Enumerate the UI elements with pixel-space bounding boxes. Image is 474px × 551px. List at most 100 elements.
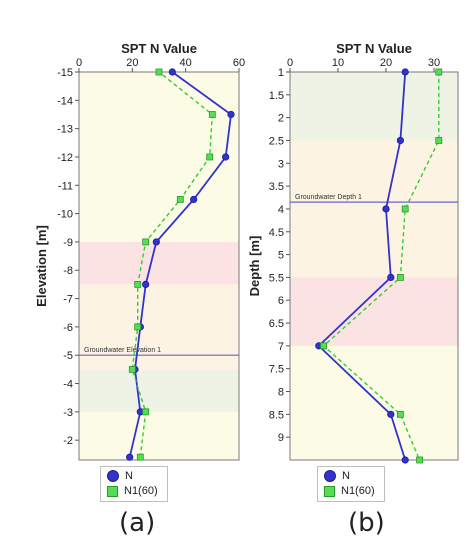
x-tick-label-0-0: 0 [76, 57, 82, 69]
y-tick-label-0-12: -14 [57, 95, 73, 107]
plot-frame-1 [289, 71, 459, 461]
caption-a: (a) [119, 508, 156, 538]
point-0-0-4 [142, 280, 150, 289]
y-tick-label-1-6: 4 [278, 204, 284, 216]
point-1-1-2 [401, 205, 409, 213]
point-0-0-5 [152, 238, 160, 246]
legend-b: N N1(60) [317, 466, 385, 502]
y-axis-label-0: Elevation [m] [34, 225, 49, 307]
point-1-1-6 [416, 456, 424, 464]
point-0-1-6 [176, 196, 184, 203]
y-tick-label-1-3: 2.5 [269, 135, 284, 147]
y-tick-label-1-10: 6 [278, 295, 284, 307]
groundwater-label-0: Groundwater Elevation 1 [84, 347, 161, 354]
point-0-1-5 [142, 238, 150, 246]
y-tick-label-1-12: 7 [278, 341, 284, 353]
y-tick-label-1-0: 1 [278, 67, 284, 79]
legend-b-entry-n: N [324, 470, 350, 482]
y-tick-label-0-6: -8 [63, 265, 73, 277]
y-tick-label-0-13: -15 [57, 67, 73, 79]
band-1-0 [290, 72, 458, 141]
legend-b-label-n: N [342, 470, 350, 482]
chart-1: SPT N Value 0 10 20 30 1 1.5 2 2.5 3 3.5 4 4.5 5 5.5 6 6… [247, 41, 459, 464]
y-tick-label-1-4: 3 [278, 158, 284, 170]
y-tick-label-0-9: -11 [58, 180, 73, 192]
y-axis-label-1: Depth [m] [247, 236, 262, 297]
point-0-1-1 [142, 408, 150, 416]
point-0-1-2 [128, 365, 136, 373]
y-tick-label-0-1: -3 [63, 407, 73, 419]
point-1-1-1 [435, 137, 443, 144]
band-0-0 [79, 411, 239, 460]
band-1-2 [290, 277, 458, 346]
point-0-1-8 [208, 111, 216, 118]
band-0-3 [79, 284, 239, 356]
x-tick-label-1-2: 20 [380, 57, 392, 69]
legend-a: N N1(60) [100, 466, 168, 502]
y-tick-label-1-14: 8 [278, 387, 284, 399]
x-tick-label-1-0: 0 [287, 57, 293, 69]
point-1-1-3 [396, 274, 404, 281]
band-0-1 [79, 369, 239, 412]
point-1-1-5 [396, 410, 404, 418]
band-0-5 [79, 72, 239, 242]
groundwater-label-1: Groundwater Depth 1 [295, 194, 362, 201]
caption-b: (b) [348, 508, 385, 538]
y-tick-label-0-5: -7 [63, 294, 73, 306]
y-tick-label-0-8: -10 [57, 209, 73, 221]
chart-title-1: SPT N Value [336, 41, 412, 56]
point-0-1-4 [134, 281, 142, 288]
y-tick-label-0-0: -2 [63, 435, 73, 447]
legend-a-marker-n160 [107, 485, 118, 497]
y-tick-label-0-4: -6 [63, 322, 73, 334]
legend-b-entry-n160: N1(60) [324, 485, 375, 497]
legend-a-entry-n160: N1(60) [107, 485, 158, 497]
point-0-0-0 [126, 453, 134, 461]
y-tick-label-1-2: 2 [278, 113, 284, 125]
x-tick-label-1-1: 10 [332, 57, 344, 69]
band-1-1 [290, 140, 458, 278]
y-tick-label-1-15: 8.5 [269, 409, 284, 421]
y-tick-label-0-3: -5 [63, 350, 73, 362]
point-0-0-9 [168, 68, 176, 76]
point-1-0-3 [387, 273, 395, 282]
point-1-1-4 [320, 342, 328, 350]
point-1-0-2 [382, 205, 390, 213]
x-tick-label-0-1: 20 [126, 57, 138, 69]
legend-a-marker-n [107, 470, 119, 482]
legend-b-marker-n160 [324, 485, 335, 497]
legend-a-entry-n: N [107, 470, 133, 482]
legend-b-label-n160: N1(60) [341, 485, 375, 497]
point-0-1-9 [155, 68, 163, 76]
y-tick-label-1-9: 5.5 [269, 272, 284, 284]
point-0-0-6 [190, 195, 198, 204]
legend-a-label-n: N [125, 470, 133, 482]
point-1-0-5 [387, 410, 395, 418]
y-tick-label-0-10: -12 [57, 152, 73, 164]
point-1-0-0 [401, 68, 409, 76]
point-1-0-6 [401, 456, 409, 464]
point-0-0-7 [222, 153, 230, 161]
chart-title-0: SPT N Value [121, 41, 197, 56]
band-1-3 [290, 345, 458, 460]
legend-b-marker-n [324, 470, 336, 482]
chart-0: SPT N Value 0 20 40 60 -2 -3 -4 -5 -6 -7 -8 -9 -10 -11… [34, 41, 245, 461]
y-tick-label-0-7: -9 [63, 237, 73, 249]
y-tick-label-1-8: 5 [278, 250, 284, 262]
y-tick-label-1-5: 3.5 [269, 181, 284, 193]
legend-a-label-n160: N1(60) [124, 485, 158, 497]
y-tick-label-1-16: 9 [278, 432, 284, 444]
y-tick-label-0-11: -13 [57, 124, 73, 136]
y-tick-label-1-11: 6.5 [269, 318, 284, 330]
y-tick-label-0-2: -4 [63, 379, 73, 391]
band-0-2 [79, 355, 239, 370]
series-line-0-1 [131, 71, 214, 458]
y-tick-label-1-13: 7.5 [269, 364, 284, 376]
point-0-1-3 [134, 323, 142, 331]
series-line-0-0 [128, 71, 232, 458]
x-tick-label-0-2: 40 [180, 57, 192, 69]
band-0-4 [79, 241, 239, 285]
point-0-1-0 [136, 453, 144, 461]
x-tick-label-1-3: 30 [428, 57, 440, 69]
